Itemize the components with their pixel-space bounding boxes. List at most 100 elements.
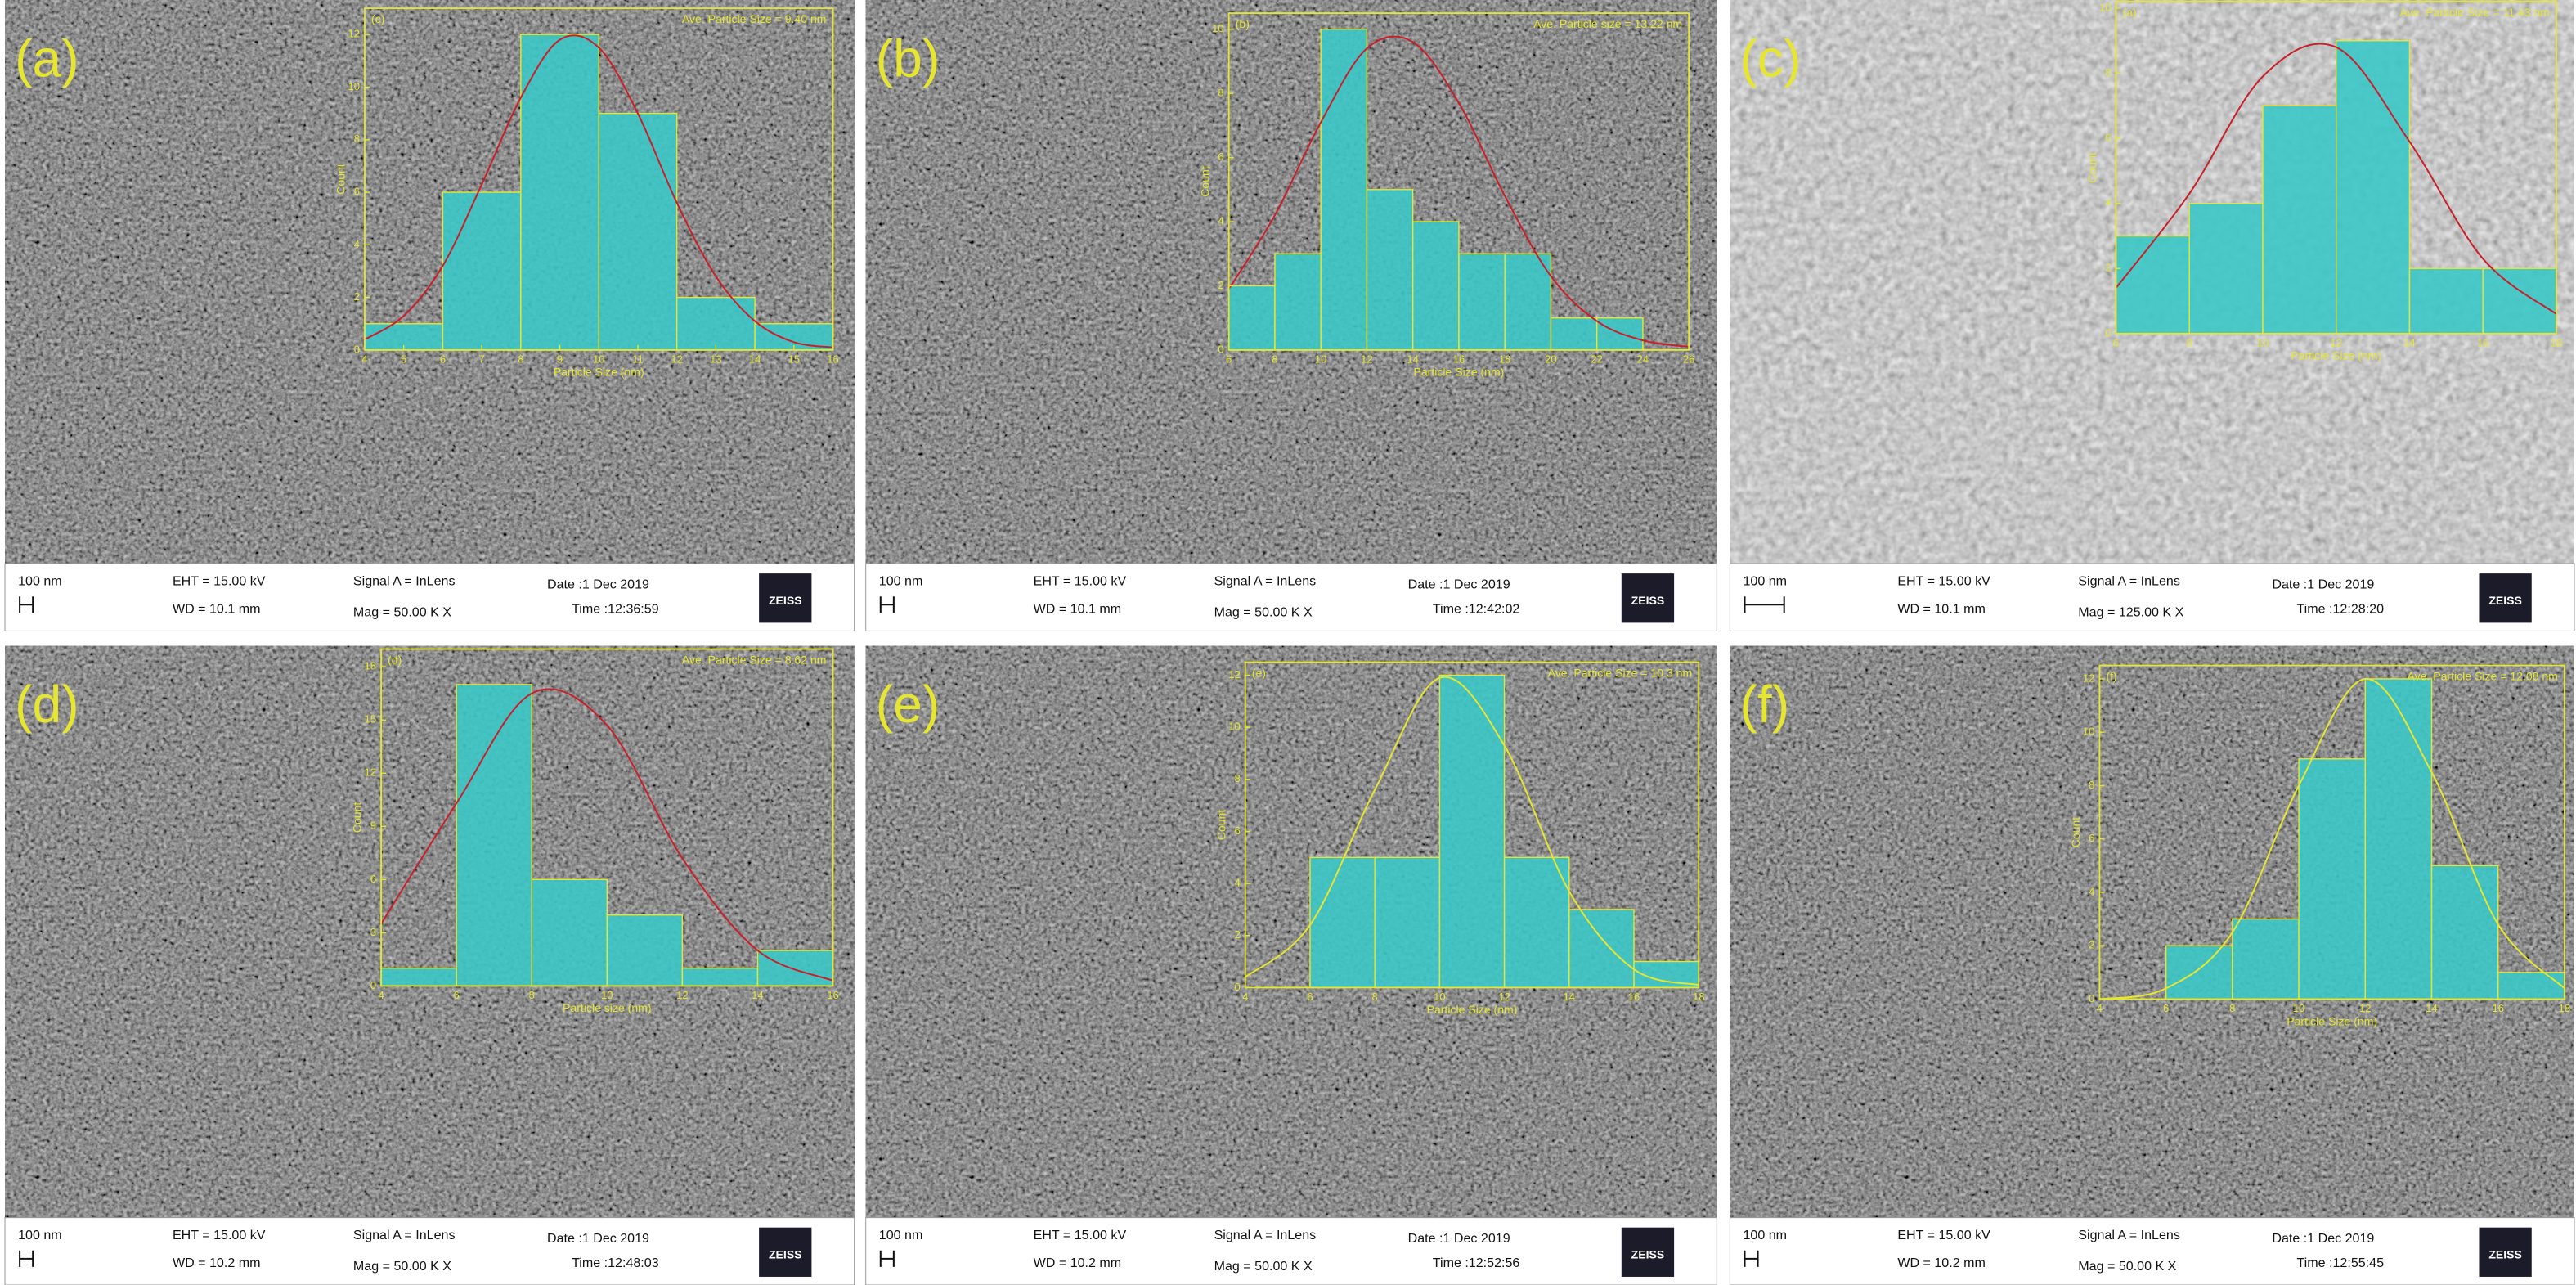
bar — [1411, 221, 1460, 351]
x-tick-label: 5 — [401, 353, 406, 365]
signal: Signal A = InLens — [2078, 573, 2180, 588]
logo: ZEISS — [769, 594, 802, 607]
x-tick-label: 11 — [632, 353, 644, 365]
x-tick-label: 4 — [361, 353, 367, 365]
bar — [1550, 317, 1598, 351]
x-tick-label: 16 — [2492, 1002, 2504, 1014]
y-tick-label: 8 — [354, 133, 360, 145]
x-tick-label: 16 — [1628, 991, 1640, 1003]
x-tick-label: 8 — [1272, 353, 1277, 365]
y-tick-label: 4 — [1218, 214, 1223, 227]
scale-bar-label: 100 nm — [1743, 1228, 1787, 1242]
annotation: Ave. Particle size = 13.22 nm — [1533, 17, 1682, 30]
annotation: Ave. Particle Size = 10.3 nm — [1548, 666, 1693, 679]
info-bar — [4, 1217, 855, 1285]
scale-bar-label: 100 nm — [18, 1228, 62, 1242]
bar — [675, 296, 756, 351]
inset-frame — [2115, 1, 2557, 335]
y-axis-label: Count — [351, 802, 364, 833]
y-tick-label: 18 — [365, 660, 377, 672]
inset-label: (e) — [1252, 666, 1266, 679]
y-tick-label: 3 — [370, 926, 376, 938]
x-tick-label: 6 — [440, 353, 446, 365]
y-axis-label: Count — [2085, 152, 2098, 183]
x-axis-label: Particle Size (nm) — [554, 366, 644, 379]
x-tick-label: 18 — [1693, 991, 1705, 1003]
x-tick-label: 8 — [529, 989, 535, 1001]
logo: ZEISS — [1631, 594, 1665, 607]
bar — [2430, 865, 2499, 1000]
date: Date :1 Dec 2019 — [547, 577, 649, 591]
y-tick-label: 15 — [365, 713, 377, 726]
signal: Signal A = InLens — [353, 1228, 456, 1242]
inset-frame — [364, 7, 834, 351]
x-tick-label: 16 — [827, 989, 839, 1001]
panel-label: (b) — [876, 29, 940, 88]
wd: WD = 10.1 mm — [173, 602, 261, 617]
y-tick-label: 10 — [348, 80, 360, 92]
bar — [1458, 253, 1506, 351]
x-tick-label: 24 — [1637, 353, 1649, 365]
fit-curve — [364, 34, 833, 348]
x-tick-label: 20 — [1545, 353, 1557, 365]
y-tick-label: 8 — [2105, 66, 2111, 79]
mag: Mag = 50.00 K X — [1214, 605, 1313, 620]
x-tick-label: 7 — [478, 353, 484, 365]
x-tick-label: 10 — [1434, 991, 1446, 1003]
x-tick-label: 10 — [2257, 336, 2269, 348]
x-tick-label: 18 — [1499, 353, 1511, 365]
bar — [1595, 317, 1644, 351]
x-axis-label: Particle Size (nm) — [2287, 1014, 2377, 1027]
bar — [531, 878, 608, 987]
bar — [756, 950, 834, 987]
x-tick-label: 12 — [1498, 991, 1510, 1003]
y-tick-label: 10 — [2099, 1, 2112, 13]
x-tick-label: 6 — [2113, 336, 2119, 348]
x-tick-label: 12 — [2359, 1002, 2372, 1014]
x-tick-label: 18 — [2559, 1002, 2571, 1014]
y-tick-label: 12 — [2083, 672, 2095, 684]
inset-label: (d) — [388, 653, 402, 666]
date: Date :1 Dec 2019 — [2272, 577, 2374, 591]
scale-bar — [879, 596, 895, 613]
scale-bar — [1744, 1250, 1759, 1267]
x-axis-label: Particle Size (nm) — [1427, 1003, 1518, 1016]
eht: EHT = 15.00 kV — [173, 1228, 266, 1242]
time: Time :12:55:45 — [2296, 1256, 2384, 1270]
bar — [2262, 105, 2337, 335]
bar — [520, 34, 599, 351]
scale-bar-label: 100 nm — [879, 1228, 923, 1242]
y-tick-label: 12 — [365, 766, 377, 779]
x-tick-label: 10 — [1315, 353, 1327, 365]
bar — [606, 914, 684, 987]
annotation: Ave. Particle Size = 11.43 nm — [2399, 6, 2549, 19]
bar — [2364, 678, 2433, 1000]
x-tick-label: 8 — [2229, 1002, 2235, 1014]
x-tick-label: 14 — [1564, 991, 1576, 1003]
bar — [1568, 909, 1635, 989]
y-tick-label: 6 — [370, 873, 376, 885]
y-tick-label: 2 — [2089, 939, 2094, 951]
y-tick-label: 6 — [2089, 832, 2094, 844]
bar — [442, 191, 522, 351]
y-tick-label: 0 — [2089, 992, 2094, 1004]
info-bar — [1729, 563, 2575, 631]
x-tick-label: 4 — [378, 989, 384, 1001]
y-tick-label: 6 — [1218, 151, 1223, 163]
bar — [1320, 28, 1368, 351]
x-tick-label: 4 — [2097, 1002, 2103, 1014]
y-tick-label: 4 — [2105, 196, 2111, 209]
mag: Mag = 50.00 K X — [2078, 1259, 2176, 1274]
panel-label: (f) — [1739, 675, 1789, 734]
wd: WD = 10.2 mm — [1034, 1256, 1122, 1270]
time: Time :12:52:56 — [1433, 1256, 1520, 1270]
panel-label: (a) — [15, 29, 79, 88]
x-tick-label: 12 — [2330, 336, 2342, 348]
inset-frame — [380, 648, 834, 987]
scale-bar-label: 100 nm — [879, 573, 923, 588]
wd: WD = 10.2 mm — [1897, 1256, 1986, 1270]
y-tick-label: 10 — [2083, 726, 2095, 738]
info-bar — [1729, 1217, 2575, 1285]
x-axis-label: Particle Size (nm) — [2291, 349, 2381, 362]
y-axis-label: Count — [2069, 817, 2082, 848]
